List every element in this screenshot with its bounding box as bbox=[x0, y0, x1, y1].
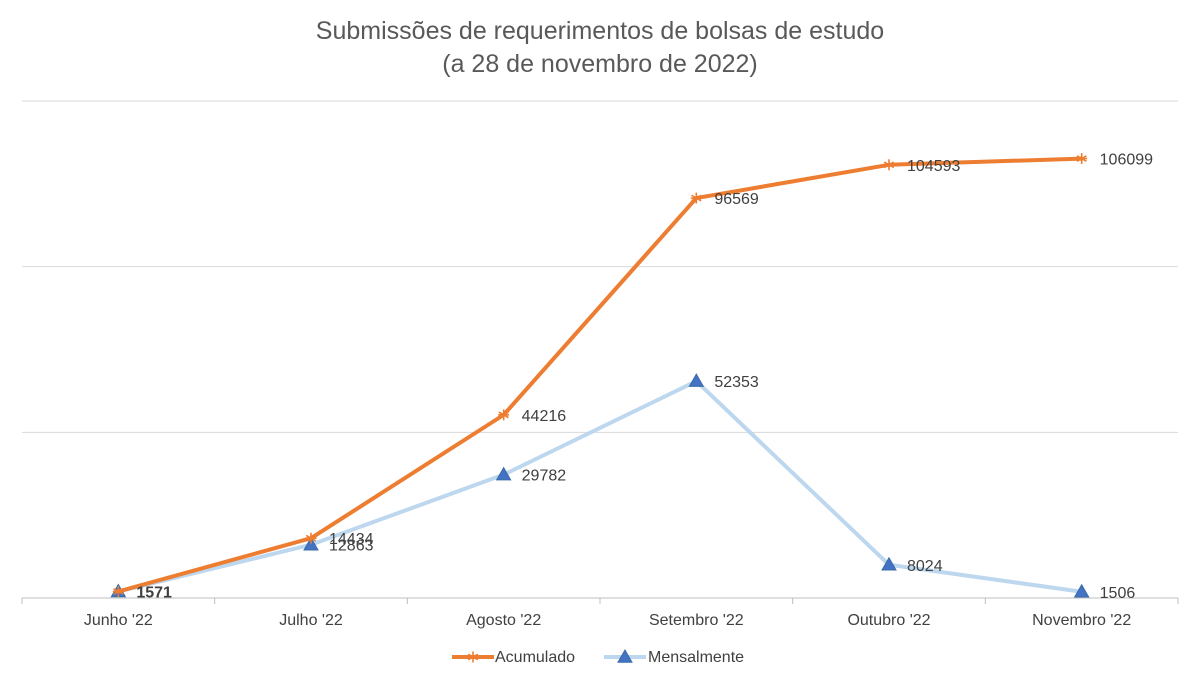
point-acumulado-5 bbox=[1076, 153, 1088, 165]
series-line-mensalmente bbox=[116, 379, 1084, 594]
data-label-mensalmente-4: 8024 bbox=[907, 558, 943, 575]
point-acumulado-0 bbox=[112, 585, 124, 597]
data-label-mensalmente-3: 52353 bbox=[714, 374, 759, 391]
data-label-acumulado-5: 106099 bbox=[1100, 152, 1153, 169]
series-line-acumulado bbox=[116, 156, 1084, 594]
x-axis: Junho '22 Julho '22 Agosto '22 Setembro '22… bbox=[21, 597, 1179, 629]
data-label-mensalmente-5: 1506 bbox=[1100, 585, 1136, 602]
legend: Acumulado Mensalmente bbox=[452, 648, 744, 666]
data-label-acumulado-1: 14434 bbox=[329, 531, 374, 548]
x-tick-label-5: Novembro '22 bbox=[1032, 612, 1131, 629]
x-tick-label-4: Outubro '22 bbox=[847, 612, 930, 629]
legend-marker-acumulado bbox=[467, 651, 479, 663]
chart-title-line-2: (a 28 de novembro de 2022) bbox=[442, 50, 758, 78]
x-tick-label-3: Setembro '22 bbox=[649, 612, 744, 629]
x-tick-label-0: Junho '22 bbox=[84, 612, 153, 629]
legend-label-mensalmente: Mensalmente bbox=[648, 649, 744, 666]
legend-label-acumulado: Acumulado bbox=[495, 649, 575, 666]
x-tick-label-1: Julho '22 bbox=[279, 612, 343, 629]
point-mensalmente-5 bbox=[1073, 583, 1090, 598]
data-label-acumulado-3: 96569 bbox=[714, 191, 759, 208]
point-acumulado-2 bbox=[498, 409, 510, 421]
point-mensalmente-4 bbox=[881, 556, 897, 571]
point-mensalmente-2 bbox=[495, 466, 512, 481]
gridlines bbox=[22, 100, 1178, 433]
point-mensalmente-1 bbox=[303, 536, 319, 551]
point-acumulado-3 bbox=[690, 192, 702, 204]
data-labels: 14434 44216 96569 104593 106099 1571 12863 2978… bbox=[136, 152, 1153, 602]
data-label-mensalmente-2: 29782 bbox=[522, 468, 567, 485]
data-label-acumulado-4: 104593 bbox=[907, 158, 960, 175]
data-label-mensalmente-1: 12863 bbox=[329, 538, 374, 555]
chart-title-line-1: Submissões de requerimentos de bolsas de… bbox=[316, 17, 884, 45]
point-mensalmente-3 bbox=[688, 373, 705, 387]
data-label-mensalmente-0: 1571 bbox=[136, 584, 172, 601]
point-acumulado-1 bbox=[305, 532, 317, 544]
legend-marker-mensalmente bbox=[617, 648, 633, 663]
point-acumulado-4 bbox=[883, 159, 895, 171]
plot-area bbox=[110, 153, 1090, 598]
data-label-acumulado-2: 44216 bbox=[522, 408, 567, 425]
x-tick-label-2: Agosto '22 bbox=[466, 612, 541, 629]
